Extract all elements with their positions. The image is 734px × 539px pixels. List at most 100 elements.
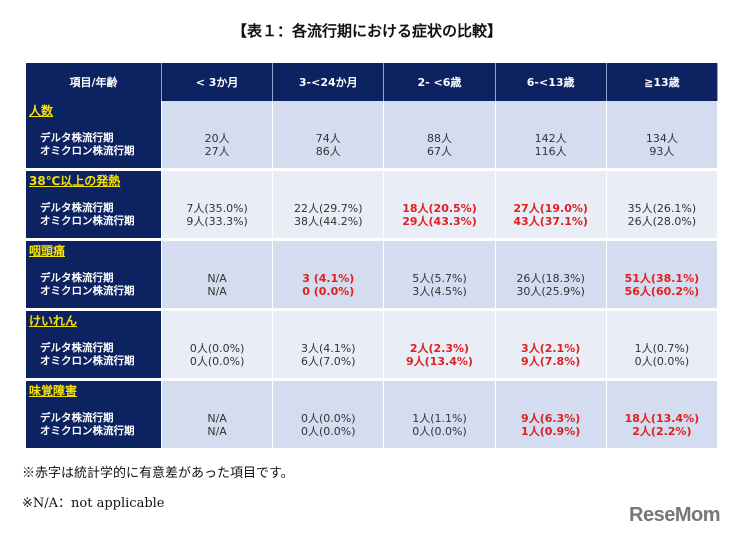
data-cell: 1人(0.7%) 0人(0.0%) [606,309,719,381]
omicron-value: 0人(0.0%) [412,425,467,438]
delta-value: 0人(0.0%) [189,342,245,355]
data-cell: 35人(26.1%) 26人(28.0%) [606,169,719,241]
delta-value: 26人(18.3%) [516,272,585,285]
column-header: 3-<24か月 [272,63,385,101]
delta-value: 51人(38.1%) [624,272,700,285]
delta-value: 1人(1.1%) [412,412,467,425]
period-omicron: オミクロン株流行期 [40,215,135,227]
omicron-value: N/A [207,425,227,438]
column-header: 2- <6歳 [383,63,496,101]
table-row: けいれん デルタ株流行期 オミクロン株流行期 0人(0.0%) 0人(0.0%) 3人(4… [26,309,719,381]
data-cell: 0人(0.0%) 0人(0.0%) [272,379,385,451]
omicron-value: 9人(33.3%) [186,215,248,228]
delta-value: 9人(6.3%) [521,412,581,425]
data-cell: 5人(5.7%) 3人(4.5%) [383,239,496,311]
data-cell: 3人(4.1%) 6人(7.0%) [272,309,385,381]
data-cell: 7人(35.0%) 9人(33.3%) [161,169,274,241]
delta-value: 20人 [204,132,230,145]
table-title: 【表１：各流行期における症状の比較】 [231,22,502,40]
category-name: 人数 [29,104,54,118]
period-delta: デルタ株流行期 [40,202,114,214]
period-omicron: オミクロン株流行期 [40,425,135,437]
table-row: 味覚障害 デルタ株流行期 オミクロン株流行期 N/A N/A 0人(0.0%) 0人(0.0… [26,379,719,451]
table-row: 人数 デルタ株流行期 オミクロン株流行期 20人 27人 74人 86人 88人 67人 142人… [26,101,719,171]
delta-value: 3 (4.1%) [302,272,355,285]
period-delta: デルタ株流行期 [40,342,114,354]
data-cell: 3人(2.1%) 9人(7.8%) [495,309,607,381]
data-cell: 18人(13.4%) 2人(2.2%) [606,379,719,451]
omicron-value: 116人 [534,145,567,158]
data-cell: 51人(38.1%) 56人(60.2%) [606,239,719,311]
delta-value: 18人(20.5%) [402,202,477,215]
omicron-value: 56人(60.2%) [624,285,700,298]
delta-value: 134人 [645,132,678,145]
omicron-value: 0人(0.0%) [301,425,356,438]
omicron-value: 29人(43.3%) [402,215,477,228]
data-cell: 2人(2.3%) 9人(13.4%) [383,309,496,381]
row-label: 咽頭痛デルタ株流行期 オミクロン株流行期 [26,239,162,311]
delta-value: 27人(19.0%) [513,202,588,215]
row-label: 人数 デルタ株流行期 オミクロン株流行期 [26,101,162,171]
delta-value: N/A [207,272,227,285]
category-name: 咽頭痛 [29,244,66,258]
row-label: 38℃以上の発熱 デルタ株流行期 オミクロン株流行期 [26,169,162,241]
omicron-value: 0人(0.0%) [189,355,245,368]
omicron-value: 6人(7.0%) [301,355,356,368]
header-row: 項目/年齢 < 3か月 3-<24か月 2- <6歳 6-<13歳 ≧13歳 [26,63,719,101]
omicron-value: 43人(37.1%) [513,215,588,228]
note-na: ※N/A：not applicable [22,496,165,511]
data-cell: 26人(18.3%) 30人(25.9%) [495,239,607,311]
column-header: < 3か月 [161,63,274,101]
data-cell: N/A N/A [161,239,274,311]
omicron-value: 1人(0.9%) [521,425,581,438]
omicron-value: 9人(13.4%) [406,355,473,368]
omicron-value: 2人(2.2%) [632,425,692,438]
delta-value: 142人 [534,132,567,145]
data-cell: 27人(19.0%) 43人(37.1%) [495,169,607,241]
omicron-value: 30人(25.9%) [516,285,585,298]
omicron-value: 27人 [204,145,230,158]
symptom-comparison-table: 項目/年齢 < 3か月 3-<24か月 2- <6歳 6-<13歳 ≧13歳 人数 デルタ株… [26,63,719,451]
omicron-value: 93人 [649,145,675,158]
period-omicron: オミクロン株流行期 [40,285,135,297]
data-cell: 20人 27人 [161,101,274,171]
data-cell: 0人(0.0%) 0人(0.0%) [161,309,274,381]
data-cell: 18人(20.5%) 29人(43.3%) [383,169,496,241]
delta-value: 0人(0.0%) [301,412,356,425]
delta-value: N/A [207,412,227,425]
data-cell: 88人 67人 [383,101,496,171]
omicron-value: 0人(0.0%) [634,355,690,368]
delta-value: 22人(29.7%) [294,202,363,215]
row-label: 味覚障害 デルタ株流行期 オミクロン株流行期 [26,379,162,451]
omicron-value: 3人(4.5%) [412,285,467,298]
omicron-value: 38人(44.2%) [294,215,363,228]
note-significance: ※赤字は統計学的に有意差があった項目です。 [22,466,294,481]
omicron-value: 67人 [426,145,452,158]
delta-value: 35人(26.1%) [627,202,697,215]
omicron-value: 0 (0.0%) [302,285,355,298]
delta-value: 5人(5.7%) [412,272,467,285]
data-cell: 9人(6.3%) 1人(0.9%) [495,379,607,451]
column-header: ≧13歳 [606,63,719,101]
period-delta: デルタ株流行期 [40,272,114,284]
delta-value: 74人 [315,132,341,145]
column-header: 6-<13歳 [495,63,607,101]
row-label: けいれんデルタ株流行期 オミクロン株流行期 [26,309,162,381]
delta-value: 3人(4.1%) [301,342,356,355]
data-cell: 74人 86人 [272,101,385,171]
data-cell: 3 (4.1%) 0 (0.0%) [272,239,385,311]
table-row: 38℃以上の発熱 デルタ株流行期 オミクロン株流行期 7人(35.0%) 9人(33.3… [26,169,719,241]
resemom-logo: ReseMom [629,504,720,526]
category-name: けいれん [29,314,78,328]
period-omicron: オミクロン株流行期 [40,355,135,367]
category-name: 味覚障害 [29,384,78,398]
delta-value: 2人(2.3%) [409,342,470,355]
category-name: 38℃以上の発熱 [29,174,121,188]
omicron-value: N/A [207,285,227,298]
data-cell: 1人(1.1%) 0人(0.0%) [383,379,496,451]
omicron-value: 86人 [315,145,341,158]
delta-value: 88人 [426,132,452,145]
data-cell: 22人(29.7%) 38人(44.2%) [272,169,385,241]
table-row: 咽頭痛 デルタ株流行期 オミクロン株流行期 N/A N/A 3 (4.1%) 0 (0.0%… [26,239,719,311]
delta-value: 1人(0.7%) [634,342,690,355]
